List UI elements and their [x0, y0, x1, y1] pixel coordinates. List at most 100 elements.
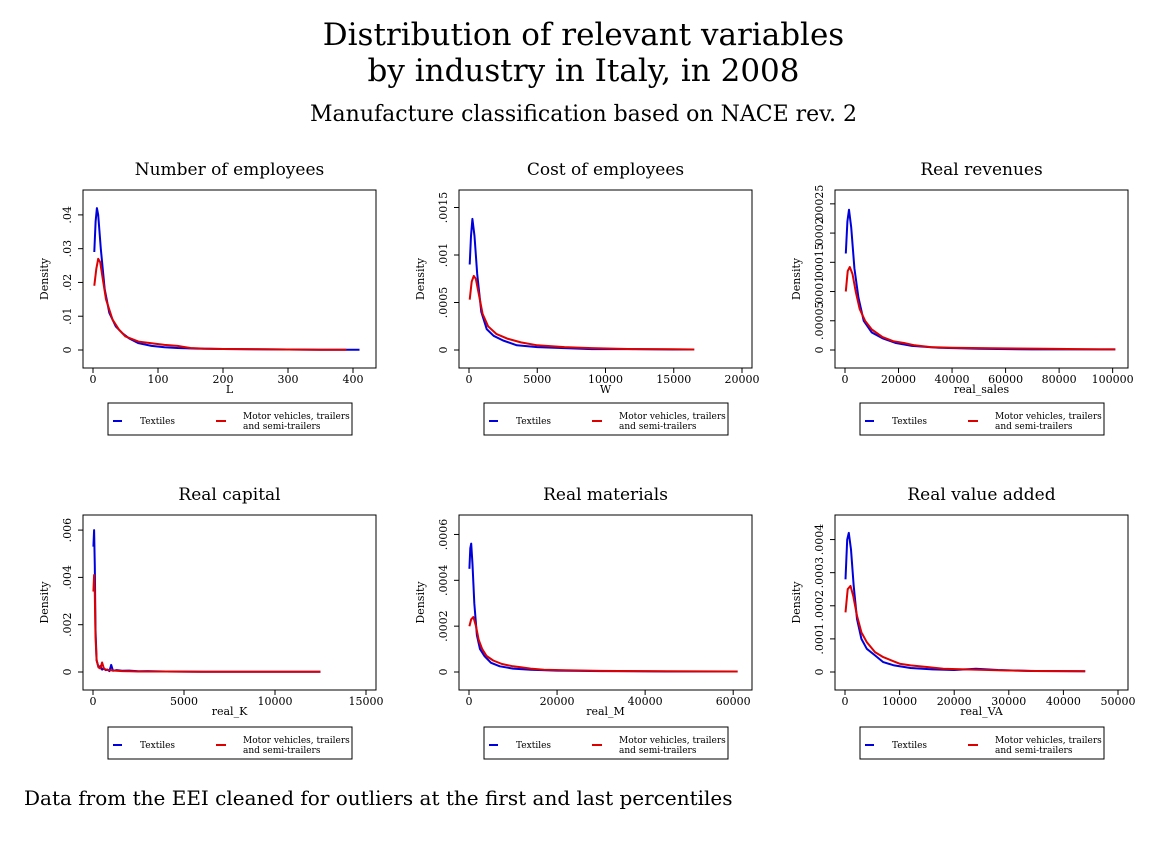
plot-frame	[834, 514, 1129, 691]
y-tick-label: 0	[437, 347, 450, 354]
legend-label-motor-line-2: and semi-trailers	[995, 746, 1073, 756]
x-tick-label: 100000	[1092, 373, 1134, 386]
y-tick-label: 0	[813, 669, 826, 676]
y-axis-label: Density	[38, 257, 51, 300]
x-tick-label: 80000	[1042, 373, 1077, 386]
y-tick-label: .0002	[437, 610, 450, 642]
series-line-textiles	[468, 542, 738, 673]
y-tick-label: .0004	[437, 565, 450, 597]
x-tick-label: 20000	[725, 373, 760, 386]
x-axis-label: L	[226, 383, 234, 396]
legend-label-motor-line-2: and semi-trailers	[619, 422, 697, 432]
x-tick-label: 50000	[1101, 695, 1136, 708]
y-tick-label: .0015	[437, 192, 450, 224]
series-line-textiles	[844, 208, 1116, 351]
chart-panel-1: Number of employees 0 100 200 300 400 L 0 .01 .02…	[38, 160, 377, 436]
x-tick-label: 0	[466, 695, 473, 708]
legend-label-motor-line-1: Motor vehicles, trailers	[995, 412, 1102, 422]
chart-title: Real capital	[178, 485, 280, 505]
figure-title-line-2: by industry in Italy, in 2008	[367, 53, 800, 89]
y-tick-label: .0001	[813, 276, 826, 308]
plot-frame	[458, 514, 753, 691]
x-tick-label: 15000	[656, 373, 691, 386]
plot-frame	[82, 514, 377, 691]
legend-label-textiles: Textiles	[140, 417, 175, 427]
chart-title: Real materials	[543, 485, 668, 505]
y-axis-label: Density	[414, 257, 427, 300]
chart-title: Real value added	[907, 485, 1055, 505]
series-line-textiles	[93, 207, 360, 351]
x-tick-label: 20000	[881, 373, 916, 386]
x-axis-label: W	[600, 383, 612, 396]
x-tick-label: 0	[842, 695, 849, 708]
y-axis-label: Density	[790, 581, 803, 624]
y-tick-label: .0004	[813, 524, 826, 556]
legend-label-motor-line-2: and semi-trailers	[243, 746, 321, 756]
y-tick-label: .0001	[813, 623, 826, 655]
y-tick-label: .0002	[813, 590, 826, 622]
series-line-motor-vehicles	[844, 266, 1116, 351]
y-axis-label: Density	[38, 581, 51, 624]
x-tick-label: 10000	[882, 695, 917, 708]
chart-panel-5: Real materials 0 20000 40000 60000 real_M 0 .00…	[414, 485, 753, 760]
y-tick-label: .001	[437, 243, 450, 268]
figure-subtitle: Manufacture classification based on NACE…	[310, 102, 857, 127]
series-line-textiles	[844, 531, 1086, 673]
x-axis-label: real_K	[212, 705, 248, 718]
y-tick-label: .002	[61, 612, 74, 637]
series-line-motor-vehicles	[468, 616, 738, 673]
chart-title: Real revenues	[920, 160, 1042, 180]
y-tick-label: .02	[61, 274, 74, 292]
legend-label-textiles: Textiles	[516, 417, 551, 427]
x-tick-label: 30000	[991, 695, 1026, 708]
figure-title-line-1: Distribution of relevant variables	[322, 17, 845, 53]
x-tick-label: 400	[343, 373, 364, 386]
y-tick-label: 0	[437, 669, 450, 676]
legend-label-textiles: Textiles	[892, 741, 927, 751]
series-line-textiles	[92, 529, 321, 673]
plot-frame	[834, 189, 1129, 369]
x-axis-label: real_VA	[960, 705, 1004, 718]
x-tick-label: 40000	[628, 695, 663, 708]
x-tick-label: 20000	[540, 695, 575, 708]
legend-box	[859, 726, 1105, 760]
y-tick-label: .00005	[813, 302, 826, 341]
y-tick-label: .00025	[813, 185, 826, 224]
legend-label-motor-line-1: Motor vehicles, trailers	[995, 736, 1102, 746]
x-tick-label: 15000	[349, 695, 384, 708]
x-tick-label: 10000	[258, 695, 293, 708]
y-tick-label: 0	[61, 347, 74, 354]
y-tick-label: .01	[61, 307, 74, 325]
footnote: Data from the EEI cleaned for outliers a…	[24, 786, 733, 810]
x-tick-label: 60000	[716, 695, 751, 708]
series-line-motor-vehicles	[468, 274, 695, 351]
chart-panel-2: Cost of employees 0 5000 10000 15000 20000 W 0.…	[414, 160, 760, 436]
legend-label-motor-line-2: and semi-trailers	[995, 422, 1073, 432]
legend-box	[859, 402, 1105, 436]
series-line-motor-vehicles	[844, 584, 1086, 673]
series-line-motor-vehicles	[93, 257, 347, 351]
legend-label-textiles: Textiles	[892, 417, 927, 427]
x-tick-label: 10000	[588, 373, 623, 386]
y-tick-label: 0	[61, 669, 74, 676]
x-tick-label: 200	[213, 373, 234, 386]
y-tick-label: .03	[61, 240, 74, 258]
x-tick-label: 40000	[935, 373, 970, 386]
chart-title: Number of employees	[135, 160, 325, 180]
legend-label-motor-line-2: and semi-trailers	[243, 422, 321, 432]
series-line-motor-vehicles	[92, 574, 321, 673]
y-tick-label: .0005	[437, 287, 450, 319]
legend-label-textiles: Textiles	[516, 741, 551, 751]
plot-frame	[82, 189, 377, 369]
legend-label-motor-line-1: Motor vehicles, trailers	[619, 412, 726, 422]
legend-box	[483, 402, 729, 436]
chart-panel-4: Real capital 0 5000 10000 15000 real_K 0 .002 .0…	[38, 485, 384, 760]
x-tick-label: 0	[466, 373, 473, 386]
x-tick-label: 100	[148, 373, 169, 386]
y-tick-label: .04	[61, 206, 74, 224]
x-tick-label: 300	[278, 373, 299, 386]
series-line-textiles	[468, 217, 695, 351]
